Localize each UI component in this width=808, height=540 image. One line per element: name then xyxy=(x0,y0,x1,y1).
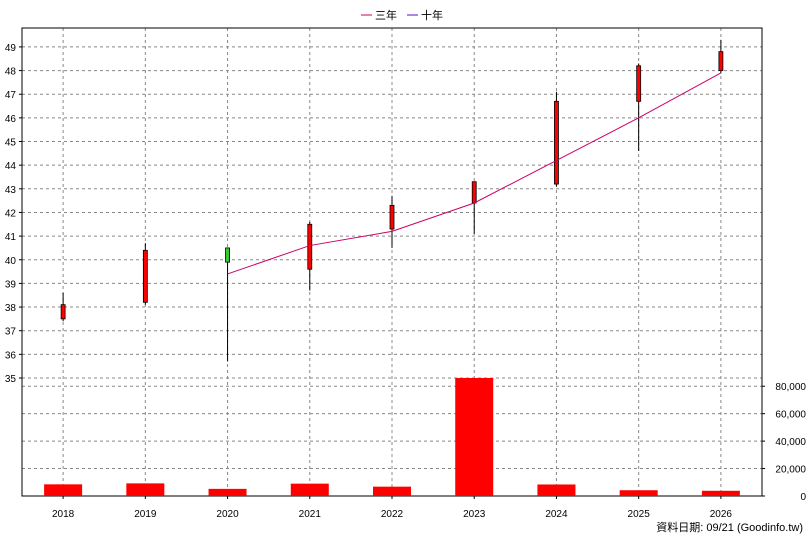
price-tick-label: 45 xyxy=(5,138,17,149)
volume-tick-label: 60,000 xyxy=(775,410,806,421)
year-tick-label: 2019 xyxy=(134,509,157,520)
price-tick-label: 49 xyxy=(5,43,17,54)
volume-tick-label: 20,000 xyxy=(775,465,806,476)
volume-axis: 0 20,000 40,000 60,000 80,000 xyxy=(762,382,806,503)
price-tick-label: 43 xyxy=(5,185,17,196)
year-tick-label: 2026 xyxy=(710,509,733,520)
year-tick-label: 2023 xyxy=(463,509,486,520)
year-tick-label: 2024 xyxy=(545,509,568,520)
price-tick-label: 48 xyxy=(5,67,17,78)
volume-tick-label: 0 xyxy=(800,492,806,503)
price-tick-label: 47 xyxy=(5,90,17,101)
volume-bar xyxy=(290,483,329,496)
price-tick-label: 46 xyxy=(5,114,17,125)
year-tick-label: 2020 xyxy=(216,509,239,520)
price-tick-label: 42 xyxy=(5,208,17,219)
moving-average-line xyxy=(227,72,722,275)
grid-lines xyxy=(22,28,762,496)
volume-bar xyxy=(455,378,494,496)
candle-body xyxy=(142,249,148,303)
volume-bar xyxy=(619,490,658,496)
price-tick-label: 44 xyxy=(5,161,17,172)
candle-body xyxy=(225,247,230,263)
candle-body xyxy=(636,65,642,102)
price-tick-label: 40 xyxy=(5,256,17,267)
candle-body xyxy=(554,100,559,185)
volume-tick-label: 80,000 xyxy=(775,382,806,393)
year-tick-label: 2018 xyxy=(52,509,75,520)
year-axis: 2018 2019 2020 2021 2022 2023 2024 2025 2026 xyxy=(52,496,732,520)
candle-body xyxy=(307,223,313,270)
price-tick-label: 37 xyxy=(5,327,17,338)
candle-body xyxy=(718,51,724,71)
volume-bar xyxy=(126,483,165,496)
candle-body xyxy=(471,181,477,204)
candle-body xyxy=(389,204,395,230)
volume-bar xyxy=(44,484,83,496)
volume-bar xyxy=(537,484,576,496)
price-tick-label: 38 xyxy=(5,303,17,314)
price-axis: 35 36 37 38 39 40 41 42 43 44 45 46 47 48 49 xyxy=(5,43,22,385)
footer-source-date: 資料日期: 09/21 (Goodinfo.tw) xyxy=(656,520,803,534)
candle-body xyxy=(60,304,66,320)
price-tick-label: 41 xyxy=(5,232,17,243)
legend-label: 三年 xyxy=(375,8,397,22)
price-tick-label: 36 xyxy=(5,350,17,361)
legend-label: 十年 xyxy=(421,8,443,22)
moving-average-lines xyxy=(227,72,722,275)
price-tick-label: 39 xyxy=(5,279,17,290)
volume-bar xyxy=(208,488,247,496)
candles xyxy=(60,39,724,362)
volume-bar xyxy=(373,486,411,496)
year-tick-label: 2022 xyxy=(381,509,404,520)
volume-tick-label: 40,000 xyxy=(775,437,806,448)
volume-bar xyxy=(701,490,740,496)
year-tick-label: 2025 xyxy=(628,509,651,520)
volume-bars xyxy=(44,378,740,496)
legend: 三年 十年 xyxy=(361,8,443,22)
year-tick-label: 2021 xyxy=(299,509,322,520)
price-tick-label: 35 xyxy=(5,374,17,385)
